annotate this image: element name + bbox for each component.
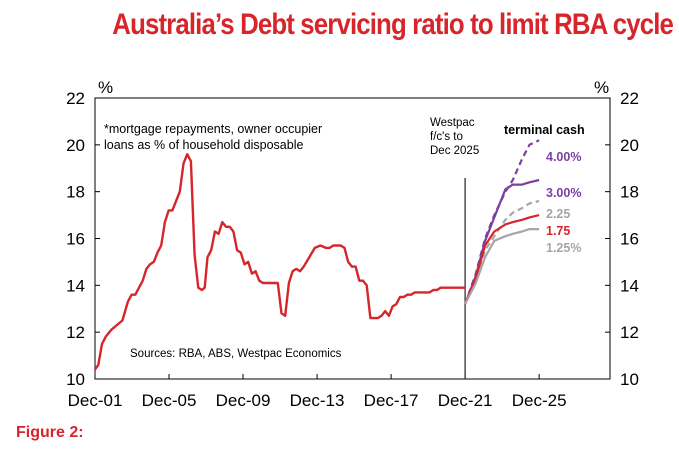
series-layer — [94, 139, 540, 371]
x-tick-label-Dec-13: Dec-13 — [290, 391, 345, 410]
chart-title: Australia’s Debt servicing ratio to limi… — [112, 8, 674, 41]
series-label-2-25: 2.25 — [546, 207, 570, 221]
y-tick-label-right-22: 22 — [620, 89, 639, 108]
series-label-4-00-: 4.00% — [546, 150, 581, 164]
source-note: Sources: RBA, ABS, Westpac Economics — [130, 348, 342, 360]
right-y-axis: 10 12 14 16 18 20 22 — [605, 89, 639, 389]
series-line-2-25 — [464, 199, 540, 305]
y-tick-label-right-10: 10 — [620, 370, 639, 389]
series-label-1-25-: 1.25% — [546, 241, 581, 255]
y-tick-label-right-20: 20 — [620, 136, 639, 155]
y-tick-label-left-22: 22 — [66, 89, 85, 108]
y-tick-label-left-16: 16 — [66, 230, 85, 249]
series-label-3-00-: 3.00% — [546, 186, 581, 200]
series-line-1-75 — [464, 214, 540, 305]
left-y-unit: % — [98, 78, 113, 97]
figure-label: Figure 2: — [16, 424, 84, 441]
series-line-3-00- — [464, 178, 540, 305]
annotation-note-line-2: loans as % of household disposable — [104, 138, 303, 152]
forecast-label-line-2: f/c's to — [430, 131, 463, 143]
forecast-label: Westpac f/c's to Dec 2025 — [430, 117, 479, 157]
y-tick-label-right-18: 18 — [620, 183, 639, 202]
x-tick-label-Dec-05: Dec-05 — [142, 391, 197, 410]
y-tick-label-left-20: 20 — [66, 136, 85, 155]
legend-title: terminal cash — [504, 123, 585, 137]
forecast-label-line-1: Westpac — [430, 117, 475, 129]
annotation-note: *mortgage repayments, owner occupier loa… — [104, 122, 326, 152]
y-tick-label-right-14: 14 — [620, 276, 639, 295]
y-tick-label-left-14: 14 — [66, 276, 85, 295]
right-y-unit: % — [594, 78, 609, 97]
y-tick-label-left-12: 12 — [66, 323, 85, 342]
series-line-1-25- — [464, 228, 540, 305]
x-tick-label-Dec-17: Dec-17 — [364, 391, 419, 410]
y-tick-label-left-10: 10 — [66, 370, 85, 389]
x-tick-label-Dec-25: Dec-25 — [512, 391, 567, 410]
y-tick-label-right-12: 12 — [620, 323, 639, 342]
left-y-axis: 10 12 14 16 18 20 22 — [66, 89, 100, 389]
y-tick-label-right-16: 16 — [620, 230, 639, 249]
x-tick-label-Dec-01: Dec-01 — [68, 391, 123, 410]
series-line-history — [94, 153, 466, 371]
x-tick-label-Dec-09: Dec-09 — [216, 391, 271, 410]
y-tick-label-left-18: 18 — [66, 183, 85, 202]
x-axis: Dec-01 Dec-05 Dec-09 Dec-13 Dec-17 Dec-21 Dec-… — [68, 374, 567, 410]
series-label-layer: 4.00% 3.00% 2.25 1.75 1.25% — [546, 150, 581, 255]
series-label-1-75: 1.75 — [546, 224, 570, 238]
annotation-note-line-1: *mortgage repayments, owner occupier — [104, 122, 322, 136]
forecast-label-line-3: Dec 2025 — [430, 145, 479, 157]
x-tick-label-Dec-21: Dec-21 — [438, 391, 493, 410]
